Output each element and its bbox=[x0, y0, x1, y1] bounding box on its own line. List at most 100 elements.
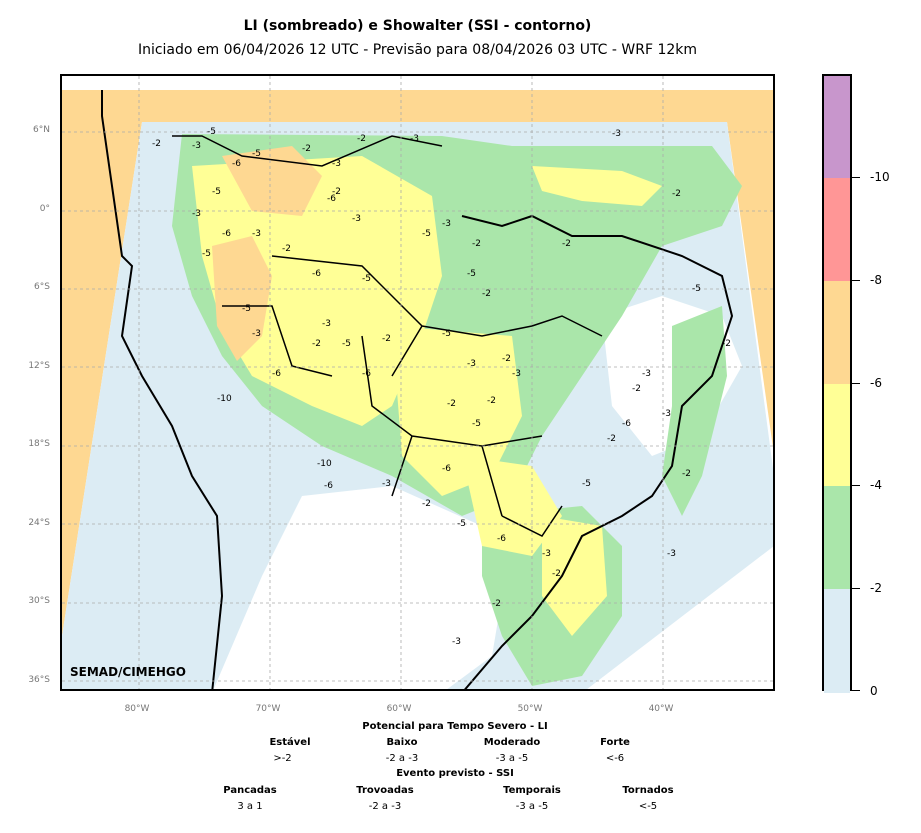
ssi-contour-label: -3 bbox=[252, 329, 261, 339]
colorbar-segment-yellow bbox=[824, 384, 850, 486]
ssi-legend-title: Evento previsto - SSI bbox=[396, 768, 514, 779]
li-yellow-south bbox=[462, 456, 562, 556]
ssi-contour-label: -3 bbox=[542, 549, 551, 559]
ssi-category-name: Pancadas bbox=[223, 785, 277, 796]
li-colorbar bbox=[822, 74, 852, 693]
ssi-contour-label: -6 bbox=[222, 229, 231, 239]
ssi-contour-label: -10 bbox=[317, 459, 332, 469]
colorbar-segment-purple bbox=[824, 76, 850, 178]
ssi-contour-label: -5 bbox=[342, 339, 351, 349]
ssi-contour-label: -5 bbox=[692, 284, 701, 294]
ssi-contour-label: -2 bbox=[632, 384, 641, 394]
ssi-contour-label: -5 bbox=[467, 269, 476, 279]
colorbar-tick bbox=[852, 588, 860, 589]
li-yellow-north-coast bbox=[532, 166, 662, 206]
li-green-east bbox=[662, 306, 727, 516]
ssi-contour-label: -2 bbox=[357, 134, 366, 144]
ssi-contour-label: -2 bbox=[672, 189, 681, 199]
ssi-category-value: -3 a -5 bbox=[515, 801, 549, 812]
li-category-value: <-6 bbox=[605, 753, 625, 764]
ssi-contour-label: -5 bbox=[582, 479, 591, 489]
ssi-category-name: Trovoadas bbox=[356, 785, 414, 796]
ssi-contour-label: -2 bbox=[447, 399, 456, 409]
ssi-contour-label: -2 bbox=[552, 569, 561, 579]
colorbar-label: -4 bbox=[870, 478, 882, 492]
lat-label-30s: 30°S bbox=[28, 596, 50, 606]
ssi-contour-label: -3 bbox=[642, 369, 651, 379]
ssi-contour-label: -6 bbox=[272, 369, 281, 379]
ssi-contour-label: -5 bbox=[362, 274, 371, 284]
ssi-contour-label: -5 bbox=[202, 249, 211, 259]
ssi-contour-label: -5 bbox=[207, 127, 216, 137]
li-category-name: Forte bbox=[600, 737, 630, 748]
ssi-contour-label: -3 bbox=[252, 229, 261, 239]
colorbar-tick bbox=[852, 485, 860, 486]
li-category-name: Moderado bbox=[483, 737, 541, 748]
ssi-contour-label: -2 bbox=[682, 469, 691, 479]
ssi-contour-label: -6 bbox=[497, 534, 506, 544]
map-title: LI (sombreado) e Showalter (SSI - contor… bbox=[243, 18, 592, 34]
ssi-contour-label: -5 bbox=[252, 149, 261, 159]
lon-label-70w: 70°W bbox=[255, 704, 281, 714]
colorbar-tick bbox=[852, 280, 860, 281]
li-category-name: Estável bbox=[269, 737, 311, 748]
ssi-contour-label: -2 bbox=[492, 599, 501, 609]
lon-label-40w: 40°W bbox=[648, 704, 674, 714]
colorbar-label: 0 bbox=[870, 684, 878, 698]
ssi-contour-label: -3 bbox=[322, 319, 331, 329]
ssi-contour-label: -6 bbox=[327, 194, 336, 204]
ssi-contour-label: -3 bbox=[192, 141, 201, 151]
ssi-contour-label: -6 bbox=[442, 464, 451, 474]
ssi-contour-label: -5 bbox=[212, 187, 221, 197]
ssi-category-value: <-5 bbox=[638, 801, 658, 812]
ssi-contour-label: -2 bbox=[302, 144, 311, 154]
ssi-contour-label: -3 bbox=[512, 369, 521, 379]
colorbar-label: -2 bbox=[870, 581, 882, 595]
ssi-contour-label: -2 bbox=[487, 396, 496, 406]
ssi-contour-label: -6 bbox=[232, 159, 241, 169]
li-category-value: >-2 bbox=[273, 753, 292, 764]
forecast-map: -2 -3 -5 -6 -5 -2 -3 -2 -3 -2 -5 -3 -6 -5 -3 -2 -3 -5 -6 -2… bbox=[60, 74, 775, 691]
ssi-contour-label: -2 bbox=[422, 499, 431, 509]
colorbar-label: -10 bbox=[870, 170, 890, 184]
lat-label-12s: 12°S bbox=[28, 361, 50, 371]
ssi-contour-label: -2 bbox=[502, 354, 511, 364]
li-yellow-amazon bbox=[192, 156, 442, 426]
colorbar-segment-green bbox=[824, 486, 850, 589]
lon-label-80w: 80°W bbox=[124, 704, 150, 714]
lon-label-60w: 60°W bbox=[386, 704, 412, 714]
ssi-contour-label: -10 bbox=[217, 394, 232, 404]
ssi-contour-label: -6 bbox=[622, 419, 631, 429]
ssi-category-value: 3 a 1 bbox=[237, 801, 263, 812]
li-category-value: -3 a -5 bbox=[495, 753, 529, 764]
ssi-contour-label: -3 bbox=[192, 209, 201, 219]
map-subtitle: Iniciado em 06/04/2026 12 UTC - Previsão… bbox=[137, 42, 698, 58]
lon-label-50w: 50°W bbox=[517, 704, 543, 714]
lat-label-6n: 6°N bbox=[33, 125, 50, 135]
colorbar-label: -8 bbox=[870, 273, 882, 287]
graticule bbox=[62, 76, 773, 689]
ssi-contour-label: -2 bbox=[382, 334, 391, 344]
colorbar-segment-orange bbox=[824, 281, 850, 384]
li-legend-title: Potencial para Tempo Severo - LI bbox=[362, 721, 548, 732]
colorbar-tick bbox=[852, 383, 860, 384]
colorbar-tick bbox=[852, 690, 860, 691]
ssi-contour-label: -3 bbox=[667, 549, 676, 559]
li-orange-west bbox=[212, 236, 272, 361]
ssi-contour-label: -2 bbox=[607, 434, 616, 444]
ssi-contour-label: -3 bbox=[612, 129, 621, 139]
lat-label-0: 0° bbox=[39, 204, 50, 214]
map-canvas: -2 -3-5-6-5 -2-3-2 -3-2-5-3-6-5-3-2-3-5-6-2… bbox=[62, 76, 773, 689]
ssi-contour-label: -3 bbox=[332, 159, 341, 169]
ssi-category-name: Tornados bbox=[622, 785, 674, 796]
south-stable-white bbox=[213, 486, 502, 689]
ssi-contour-label: -6 bbox=[362, 369, 371, 379]
ssi-contour-label: -2 bbox=[312, 339, 321, 349]
ssi-contour-label: -2 bbox=[472, 239, 481, 249]
ssi-contour-label: -2 bbox=[722, 339, 731, 349]
ssi-contour-label: -2 bbox=[152, 139, 161, 149]
ssi-contour-label: -3 bbox=[452, 637, 461, 647]
ssi-contour-label: -5 bbox=[457, 519, 466, 529]
lat-label-18s: 18°S bbox=[28, 439, 50, 449]
ssi-contour-label: -3 bbox=[410, 134, 419, 144]
